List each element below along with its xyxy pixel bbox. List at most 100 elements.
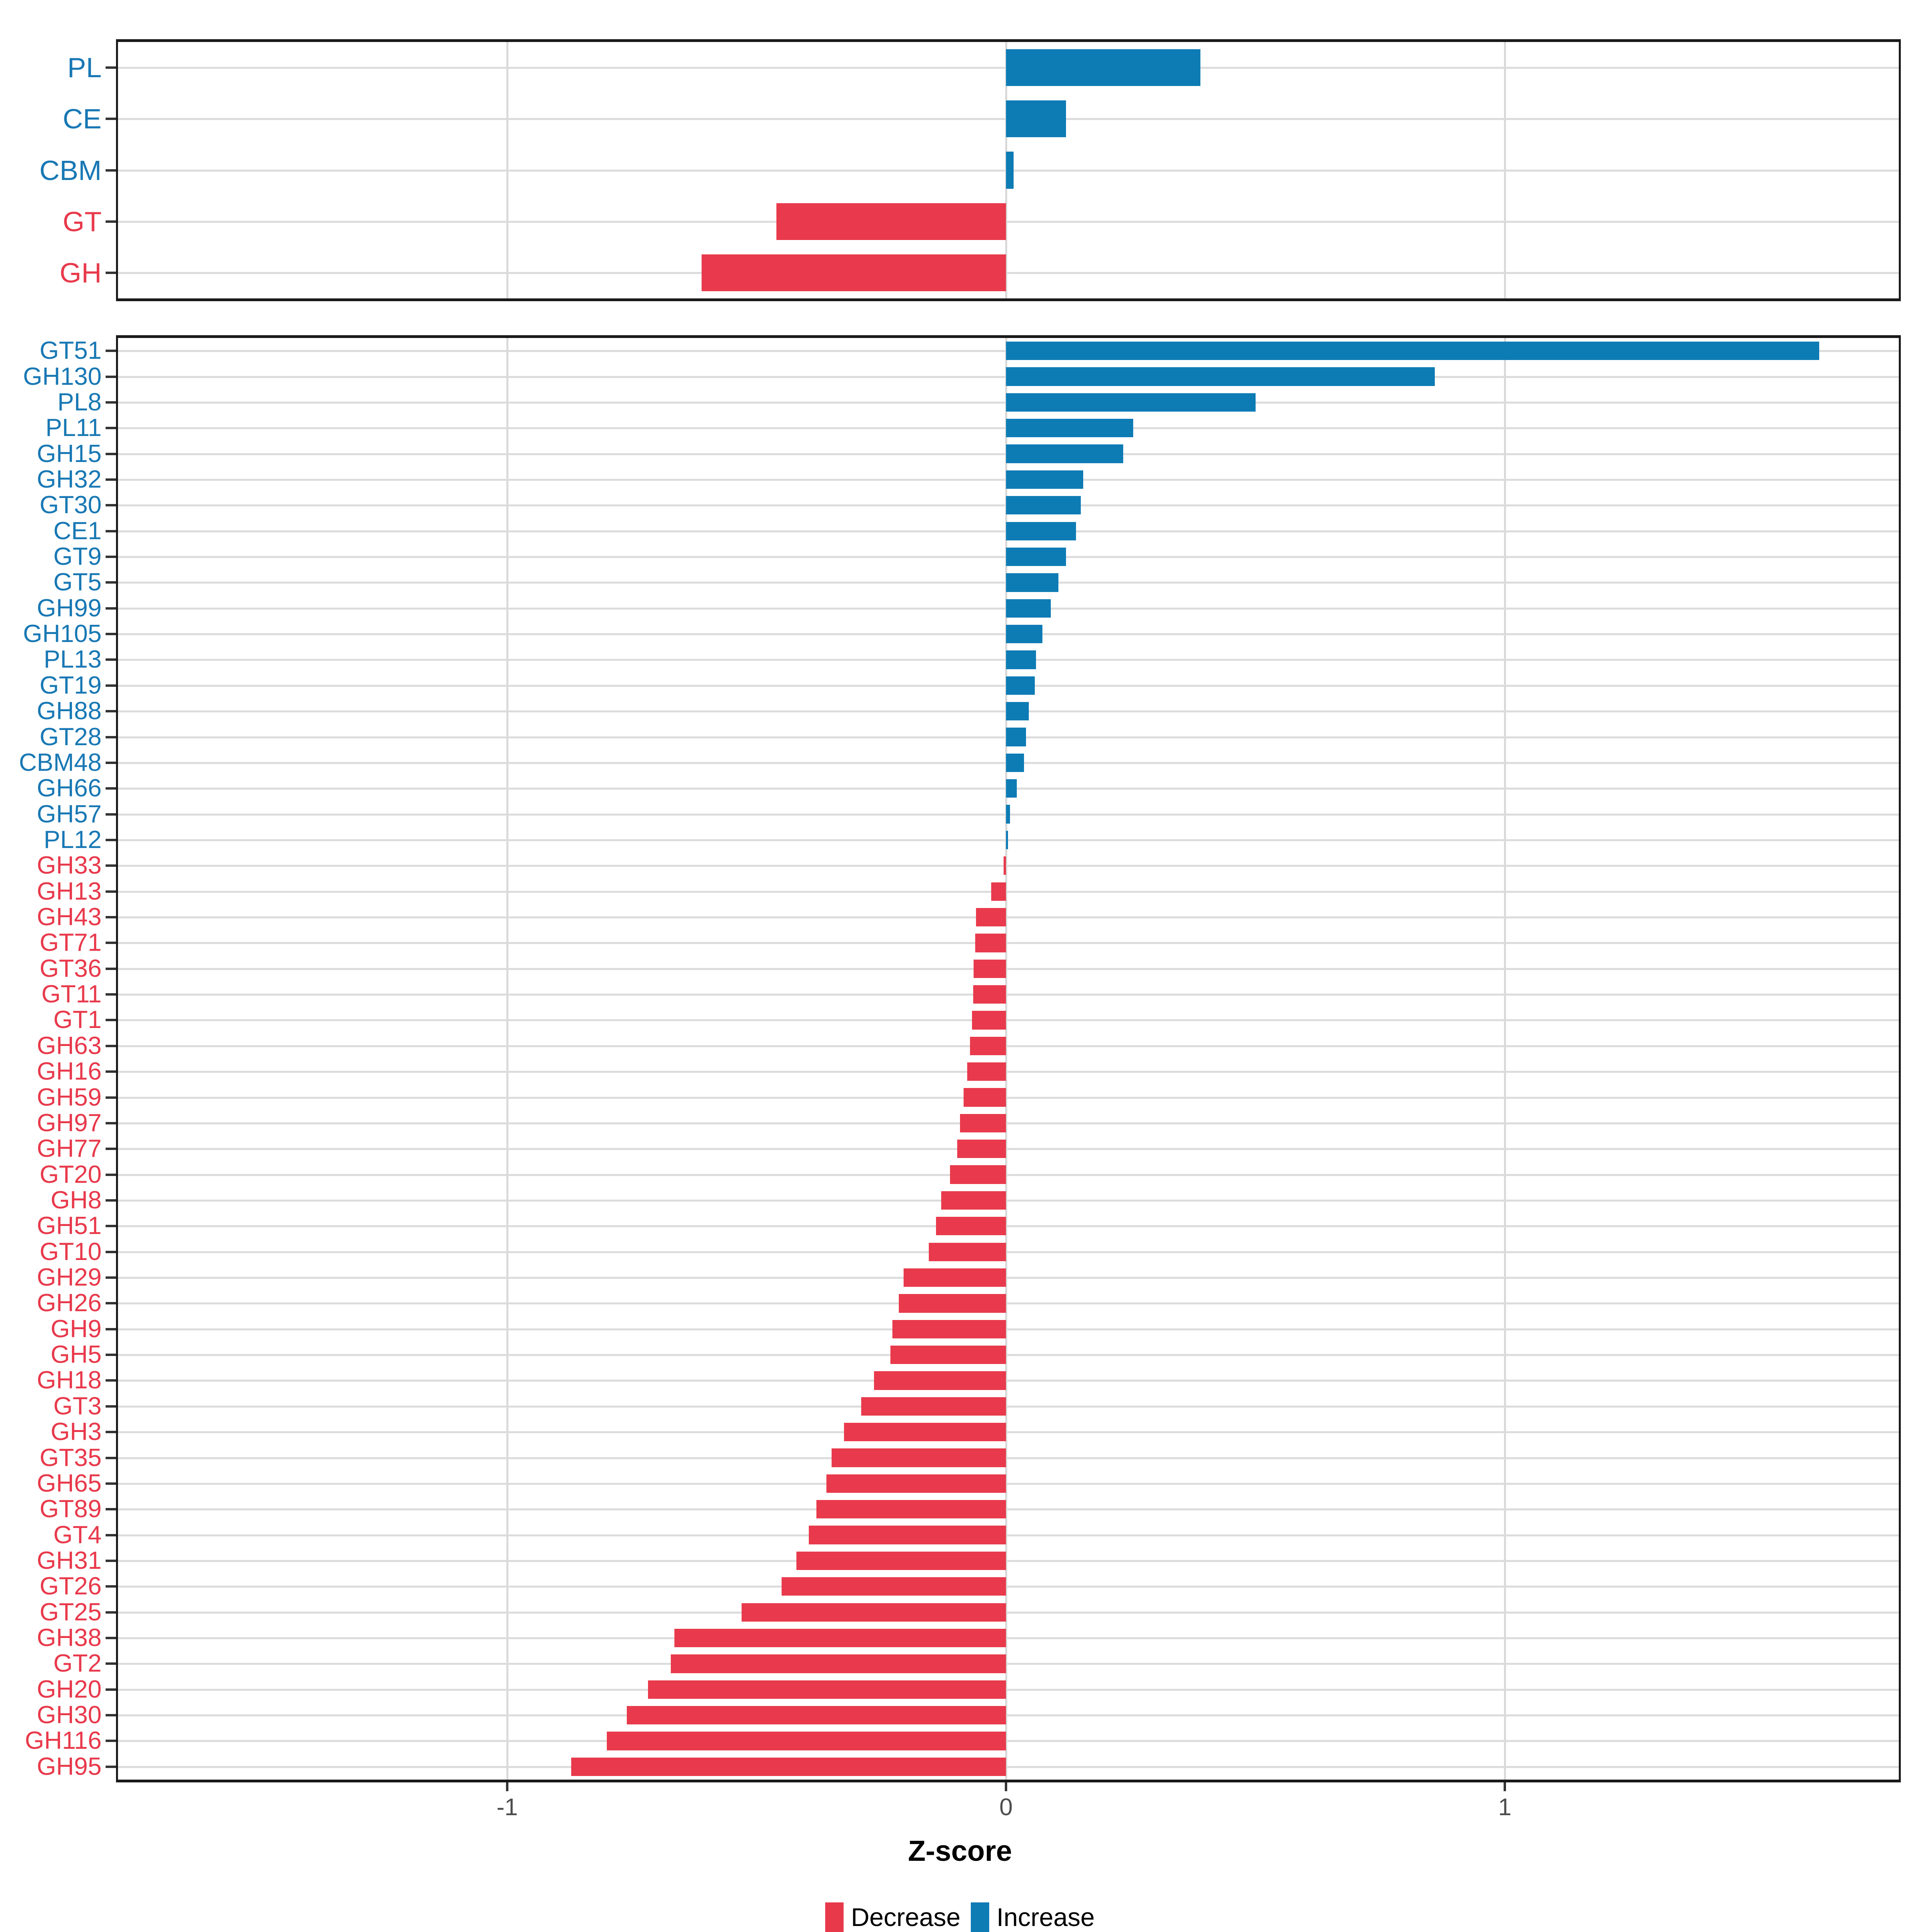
legend-item-increase[interactable]: Increase (971, 1902, 1095, 1932)
y-tick-label-GT9: GT9 (53, 543, 102, 571)
bar-GH13 (991, 882, 1006, 901)
bar-GH99 (1006, 599, 1051, 618)
y-tick-mark (106, 118, 116, 120)
bar-GT89 (816, 1500, 1006, 1519)
bar-CBM (1006, 152, 1014, 189)
y-tick-mark (106, 271, 116, 274)
bar-GT11 (973, 985, 1006, 1004)
y-tick-label-GH130: GH130 (23, 362, 102, 390)
bar-GH57 (1006, 805, 1010, 824)
y-tick-label-PL: PL (67, 52, 102, 84)
y-tick-label-GT4: GT4 (53, 1521, 102, 1549)
y-tick-label-PL11: PL11 (45, 414, 102, 442)
y-tick-mark (106, 787, 116, 790)
y-tick-label-GH105: GH105 (23, 620, 102, 648)
y-tick-mark (106, 169, 116, 172)
bar-GH66 (1006, 779, 1017, 798)
y-tick-mark (106, 556, 116, 558)
bar-GH16 (967, 1062, 1006, 1081)
top-panel-y-axis-labels: PL CE CBM GT GH (0, 39, 116, 301)
y-tick-label-GT: GT (62, 206, 102, 237)
y-tick-label-GH20: GH20 (37, 1675, 102, 1703)
y-tick-mark (106, 658, 116, 661)
y-tick-label-PL8: PL8 (57, 388, 102, 416)
bar-GH38 (674, 1628, 1006, 1648)
horizontal-gridline (118, 1096, 1899, 1099)
y-tick-mark (106, 1379, 116, 1382)
y-tick-label-GT11: GT11 (41, 980, 102, 1008)
y-tick-mark (106, 1456, 116, 1459)
y-tick-label-GT3: GT3 (53, 1392, 102, 1420)
bar-GT1 (972, 1011, 1006, 1030)
bar-GH43 (976, 908, 1006, 927)
y-tick-label-PL13: PL13 (44, 646, 102, 674)
y-tick-mark (106, 710, 116, 713)
x-tick-label-0: 0 (999, 1794, 1013, 1820)
bar-GH88 (1006, 702, 1029, 721)
y-tick-label-GH33: GH33 (37, 852, 102, 880)
bar-GH32 (1006, 470, 1084, 489)
y-tick-mark (106, 581, 116, 584)
bar-GT25 (742, 1603, 1006, 1622)
horizontal-gridline (118, 1663, 1899, 1665)
horizontal-gridline (118, 1688, 1899, 1691)
y-tick-mark (106, 1019, 116, 1022)
bar-GH8 (941, 1191, 1006, 1210)
y-tick-label-CE1: CE1 (53, 517, 102, 545)
horizontal-gridline (118, 1482, 1899, 1485)
y-tick-mark (106, 813, 116, 816)
y-tick-label-GH88: GH88 (37, 697, 102, 725)
y-tick-mark (106, 761, 116, 764)
y-tick-mark (106, 1096, 116, 1099)
bar-GT28 (1006, 728, 1026, 746)
y-tick-label-GH8: GH8 (50, 1186, 102, 1214)
y-tick-mark (106, 530, 116, 532)
y-tick-label-GT10: GT10 (39, 1238, 102, 1266)
y-tick-mark (106, 1688, 116, 1691)
y-tick-mark (106, 736, 116, 738)
bar-GH29 (904, 1268, 1006, 1287)
y-tick-mark (106, 1148, 116, 1150)
bar-GH105 (1006, 624, 1043, 644)
y-tick-mark (106, 375, 116, 378)
y-tick-label-GT35: GT35 (39, 1444, 102, 1472)
y-tick-mark (106, 452, 116, 455)
y-tick-label-GT5: GT5 (53, 568, 102, 596)
horizontal-gridline (118, 1457, 1899, 1459)
bar-GH130 (1006, 367, 1435, 386)
bar-GT10 (928, 1242, 1006, 1261)
vertical-gridline (506, 338, 508, 1780)
horizontal-gridline (118, 1560, 1899, 1562)
horizontal-gridline (118, 1277, 1899, 1279)
x-axis: -1 0 1 (0, 1782, 1920, 1846)
bar-PL (1006, 49, 1201, 86)
bar-GH77 (957, 1140, 1006, 1158)
y-tick-mark (106, 993, 116, 996)
bar-GH65 (826, 1474, 1006, 1493)
bar-PL12 (1006, 830, 1008, 850)
y-tick-mark (106, 838, 116, 841)
bar-GH15 (1006, 444, 1124, 463)
bar-GT3 (861, 1397, 1006, 1416)
bar-GT9 (1006, 547, 1066, 566)
y-tick-label-GT26: GT26 (39, 1572, 102, 1600)
y-tick-label-GH18: GH18 (37, 1366, 102, 1394)
y-tick-mark (106, 1740, 116, 1742)
y-tick-label-GT25: GT25 (39, 1598, 102, 1626)
bar-GT35 (831, 1448, 1006, 1467)
bar-GH3 (844, 1423, 1006, 1442)
y-tick-mark (106, 916, 116, 919)
y-tick-mark (106, 1611, 116, 1614)
bar-GH26 (898, 1294, 1006, 1313)
y-tick-mark (106, 1508, 116, 1511)
legend-swatch-increase (971, 1902, 990, 1932)
y-tick-label-GH38: GH38 (37, 1624, 102, 1652)
y-tick-mark (106, 1482, 116, 1485)
y-tick-label-GT30: GT30 (39, 491, 102, 519)
y-tick-label-GT28: GT28 (39, 723, 102, 751)
horizontal-gridline (118, 1405, 1899, 1408)
legend-item-decrease[interactable]: Decrease (825, 1902, 960, 1932)
y-tick-mark (106, 890, 116, 893)
x-tick-mark (1504, 1782, 1506, 1791)
